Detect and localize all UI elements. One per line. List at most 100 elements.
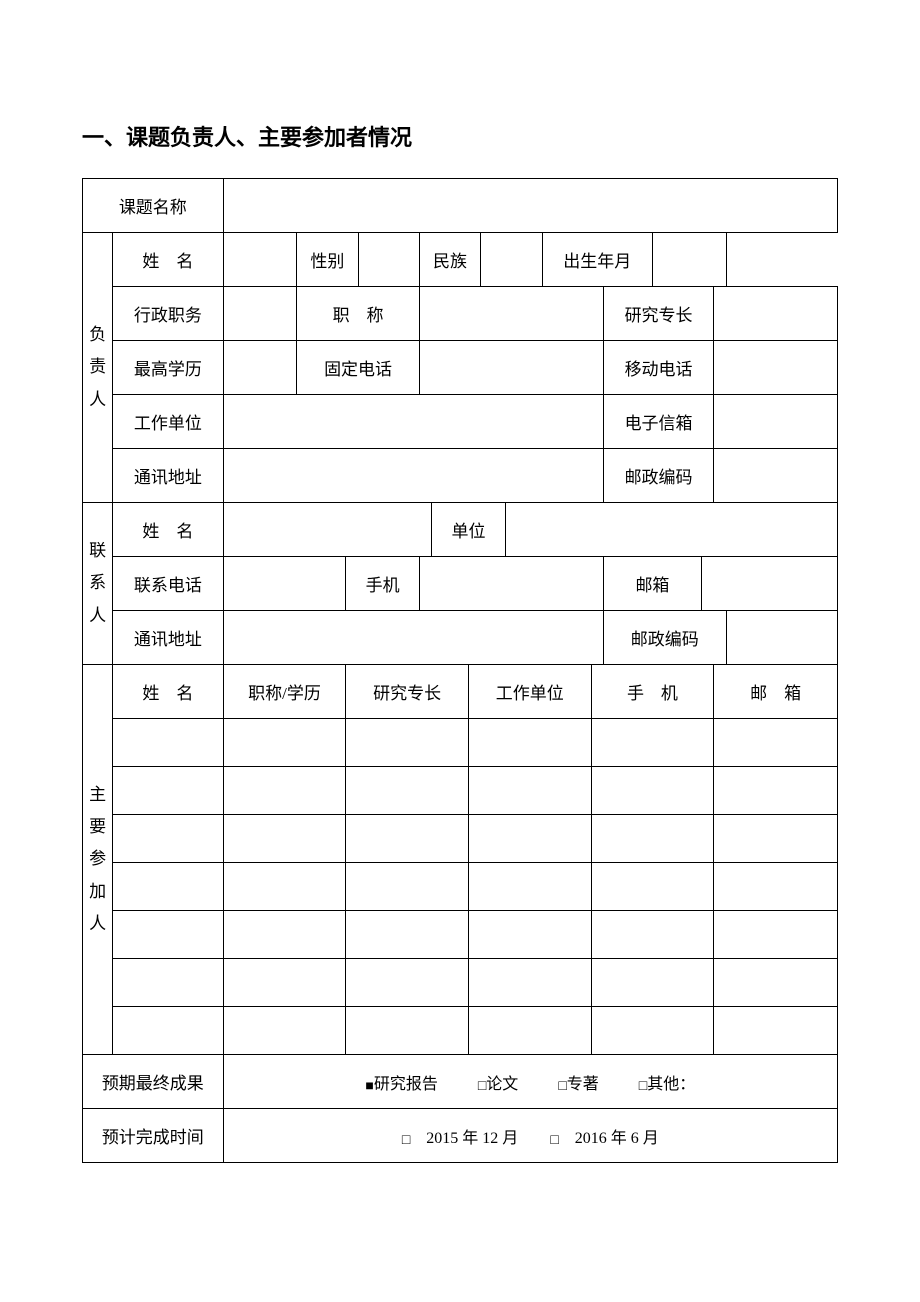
table-cell[interactable] xyxy=(468,719,591,767)
person-gender-value[interactable] xyxy=(358,233,419,287)
section-heading: 一、课题负责人、主要参加者情况 xyxy=(82,120,838,152)
table-cell[interactable] xyxy=(113,815,223,863)
person-title-label: 职 称 xyxy=(297,287,420,341)
table-cell[interactable] xyxy=(714,815,838,863)
table-cell[interactable] xyxy=(113,767,223,815)
participants-section-label: 主 要 参 加 人 xyxy=(83,665,113,1055)
person-mobile-label: 移动电话 xyxy=(603,341,713,395)
form-table: 课题名称 负 责 人 姓 名 性别 民族 出生年月 行政职务 职 称 研究专长 … xyxy=(82,178,838,1163)
table-cell[interactable] xyxy=(714,719,838,767)
table-cell[interactable] xyxy=(346,863,469,911)
opt-other: 其他： xyxy=(647,1076,695,1093)
person-name-label: 姓 名 xyxy=(113,233,223,287)
contact-email-label: 邮箱 xyxy=(603,557,701,611)
table-cell[interactable] xyxy=(113,719,223,767)
participants-specialty-header: 研究专长 xyxy=(346,665,469,719)
table-cell[interactable] xyxy=(591,815,714,863)
person-admin-value[interactable] xyxy=(223,287,297,341)
person-ethnic-label: 民族 xyxy=(419,233,480,287)
table-cell[interactable] xyxy=(591,959,714,1007)
contact-email-value[interactable] xyxy=(702,557,838,611)
contact-unit-value[interactable] xyxy=(505,503,837,557)
table-cell[interactable] xyxy=(468,863,591,911)
table-cell[interactable] xyxy=(468,959,591,1007)
table-cell[interactable] xyxy=(346,1007,469,1055)
participants-email-header: 邮 箱 xyxy=(714,665,838,719)
participants-title-header: 职称/学历 xyxy=(223,665,346,719)
table-cell[interactable] xyxy=(591,767,714,815)
topic-value[interactable] xyxy=(223,179,837,233)
table-cell[interactable] xyxy=(591,719,714,767)
table-cell[interactable] xyxy=(223,863,346,911)
table-cell[interactable] xyxy=(714,767,838,815)
person-ethnic-value[interactable] xyxy=(481,233,542,287)
contact-addr-label: 通讯地址 xyxy=(113,611,223,665)
person-birth-value[interactable] xyxy=(652,233,726,287)
checkbox-icon: □ xyxy=(550,1131,558,1147)
table-cell[interactable] xyxy=(591,911,714,959)
person-zip-value[interactable] xyxy=(714,449,838,503)
person-landline-value[interactable] xyxy=(419,341,603,395)
table-cell[interactable] xyxy=(468,911,591,959)
topic-label: 课题名称 xyxy=(83,179,224,233)
table-cell[interactable] xyxy=(223,767,346,815)
table-cell[interactable] xyxy=(113,863,223,911)
completion-time-options[interactable]: □ 2015 年 12 月 □ 2016 年 6 月 xyxy=(223,1109,837,1163)
contact-mobile-label: 手机 xyxy=(346,557,420,611)
contact-mobile-value[interactable] xyxy=(419,557,603,611)
person-title-value[interactable] xyxy=(419,287,603,341)
person-landline-label: 固定电话 xyxy=(297,341,420,395)
table-cell[interactable] xyxy=(714,1007,838,1055)
table-cell[interactable] xyxy=(468,1007,591,1055)
person-workunit-value[interactable] xyxy=(223,395,603,449)
person-zip-label: 邮政编码 xyxy=(603,449,713,503)
table-cell[interactable] xyxy=(591,1007,714,1055)
person-section-label: 负 责 人 xyxy=(83,233,113,503)
person-addr-value[interactable] xyxy=(223,449,603,503)
contact-tel-value[interactable] xyxy=(223,557,346,611)
table-cell[interactable] xyxy=(346,767,469,815)
person-edu-label: 最高学历 xyxy=(113,341,223,395)
contact-zip-value[interactable] xyxy=(726,611,837,665)
table-cell[interactable] xyxy=(346,815,469,863)
person-mobile-value[interactable] xyxy=(714,341,838,395)
expected-result-options[interactable]: ■研究报告 □论文 □专著 □其他： xyxy=(223,1055,837,1109)
contact-name-value[interactable] xyxy=(223,503,432,557)
table-cell[interactable] xyxy=(346,959,469,1007)
contact-addr-value[interactable] xyxy=(223,611,603,665)
table-cell[interactable] xyxy=(346,911,469,959)
person-name-value[interactable] xyxy=(223,233,297,287)
table-cell[interactable] xyxy=(223,1007,346,1055)
table-cell[interactable] xyxy=(223,815,346,863)
expected-result-label: 预期最终成果 xyxy=(83,1055,224,1109)
table-cell[interactable] xyxy=(223,911,346,959)
table-cell[interactable] xyxy=(113,959,223,1007)
completion-date-1: 2015 年 12 月 xyxy=(426,1130,518,1147)
person-workunit-label: 工作单位 xyxy=(113,395,223,449)
person-addr-label: 通讯地址 xyxy=(113,449,223,503)
person-birth-label: 出生年月 xyxy=(542,233,652,287)
checkbox-icon: □ xyxy=(639,1077,647,1093)
person-email-value[interactable] xyxy=(714,395,838,449)
table-cell[interactable] xyxy=(714,959,838,1007)
table-cell[interactable] xyxy=(346,719,469,767)
contact-unit-label: 单位 xyxy=(432,503,506,557)
contact-tel-label: 联系电话 xyxy=(113,557,223,611)
participants-unit-header: 工作单位 xyxy=(468,665,591,719)
checkbox-icon: □ xyxy=(402,1131,410,1147)
table-cell[interactable] xyxy=(113,1007,223,1055)
table-cell[interactable] xyxy=(223,959,346,1007)
table-cell[interactable] xyxy=(714,911,838,959)
person-email-label: 电子信箱 xyxy=(603,395,713,449)
completion-time-label: 预计完成时间 xyxy=(83,1109,224,1163)
person-specialty-value[interactable] xyxy=(714,287,838,341)
table-cell[interactable] xyxy=(591,863,714,911)
table-cell[interactable] xyxy=(113,911,223,959)
table-cell[interactable] xyxy=(223,719,346,767)
opt-research-report: 研究报告 xyxy=(374,1076,438,1093)
table-cell[interactable] xyxy=(714,863,838,911)
table-cell[interactable] xyxy=(468,815,591,863)
opt-paper: 论文 xyxy=(486,1076,518,1093)
person-edu-value[interactable] xyxy=(223,341,297,395)
table-cell[interactable] xyxy=(468,767,591,815)
